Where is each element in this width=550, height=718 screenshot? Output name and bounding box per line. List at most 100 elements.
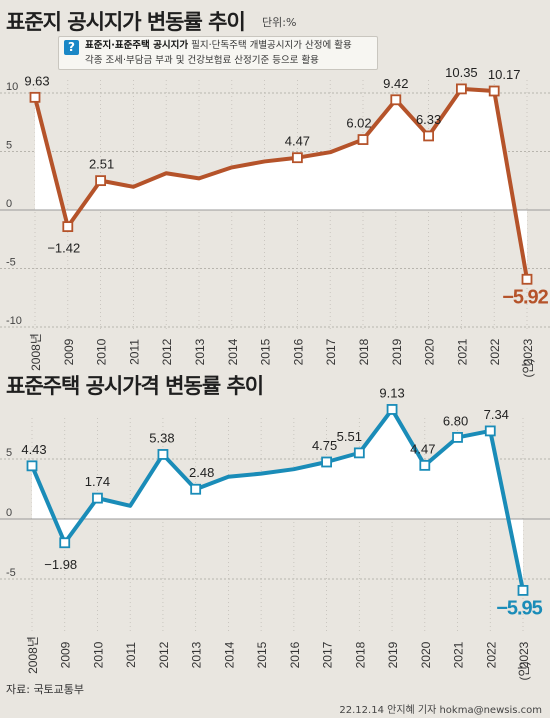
- data-marker: [423, 130, 435, 142]
- data-label: 4.47: [410, 441, 435, 456]
- area-fill: [35, 88, 527, 280]
- x-tick-label: 2021: [455, 338, 469, 365]
- y-tick-label: -10: [6, 315, 22, 327]
- data-label: 7.34: [484, 407, 509, 422]
- note-line-2: 각종 조세·부담금 부과 및 건강보험료 산정기준 등으로 활용: [85, 55, 319, 66]
- x-tick-label: 2012: [157, 641, 171, 668]
- x-tick-label: 2009: [62, 338, 76, 365]
- data-label: 6.80: [443, 413, 468, 428]
- data-marker: [190, 483, 202, 495]
- x-tick-label: 2020: [423, 338, 437, 365]
- credit-text: 22.12.14 안지혜 기자 hokma@newsis.com: [339, 705, 542, 716]
- data-label: 4.43: [21, 442, 46, 457]
- data-label: 2.51: [89, 157, 114, 172]
- x-tick-sublabel: (안): [517, 661, 531, 680]
- data-marker: [291, 152, 303, 164]
- x-tick-label: 2008년: [26, 636, 40, 674]
- data-marker: [390, 94, 402, 106]
- unit-label: 단위:%: [262, 16, 297, 29]
- data-label: 9.42: [383, 76, 408, 91]
- x-tick-label: 2013: [190, 641, 204, 668]
- x-tick-label: 2022: [488, 338, 502, 365]
- x-tick-label: 2018: [357, 338, 371, 365]
- x-tick-label: 2010: [95, 338, 109, 365]
- x-tick-label: 2012: [160, 338, 174, 365]
- data-label: −5.95: [496, 597, 542, 619]
- data-label: 4.75: [312, 438, 337, 453]
- data-label: 6.33: [416, 112, 441, 127]
- data-marker: [517, 585, 529, 596]
- data-marker: [321, 456, 333, 468]
- x-tick-label: 2018: [353, 641, 367, 668]
- y-tick-label: -5: [6, 257, 16, 269]
- x-tick-label: 2011: [124, 642, 138, 668]
- x-tick-label: 2019: [386, 641, 400, 668]
- data-marker: [92, 492, 103, 504]
- x-tick-label: 2014: [222, 641, 236, 668]
- data-label: 5.38: [149, 430, 174, 445]
- x-tick-label: 2011: [127, 339, 141, 365]
- data-marker: [26, 460, 38, 472]
- note-bold: 표준지·표준주택 공시지가: [85, 40, 189, 51]
- question-icon: ?: [64, 40, 79, 55]
- data-marker: [488, 85, 500, 97]
- data-label: 9.13: [379, 385, 404, 400]
- data-marker: [62, 221, 74, 233]
- x-tick-label: 2013: [193, 338, 207, 365]
- x-tick-label: 2021: [452, 641, 466, 668]
- x-tick-label: 2017: [321, 641, 335, 668]
- x-tick-label: 2020: [419, 641, 433, 668]
- data-marker: [386, 404, 398, 415]
- x-tick-label: 2014: [226, 338, 240, 365]
- data-marker: [353, 447, 365, 459]
- y-tick-label: 5: [6, 140, 12, 152]
- x-tick-label: 2008년: [29, 333, 43, 371]
- data-label: 10.35: [445, 65, 478, 80]
- y-tick-label: 0: [6, 198, 12, 210]
- data-marker: [59, 537, 71, 549]
- x-tick-label: 2019: [390, 338, 404, 365]
- data-label: 10.17: [488, 67, 521, 82]
- data-label: −1.98: [44, 557, 77, 572]
- y-tick-label: 0: [6, 507, 12, 519]
- data-label: 9.63: [24, 73, 49, 88]
- data-marker: [419, 459, 431, 471]
- y-tick-label: 10: [6, 81, 18, 93]
- data-marker: [452, 431, 463, 443]
- x-tick-sublabel: (안): [521, 358, 535, 377]
- x-tick-label: 2016: [291, 338, 305, 365]
- data-label: 6.02: [346, 116, 371, 131]
- y-tick-label: 5: [6, 447, 12, 459]
- x-tick-label: 2015: [259, 338, 273, 365]
- chart-1: 10 5 0 -5 -10 9.63 −1.42 2.51 4.47 6.02 9.42 6.33 10…: [0, 65, 550, 378]
- chart-1-title: 표준지 공시지가 변동률 추이: [6, 10, 246, 34]
- data-marker: [95, 175, 106, 187]
- y-tick-label: -5: [6, 567, 16, 579]
- x-tick-label: 2010: [91, 641, 105, 668]
- data-label: 4.47: [285, 134, 310, 149]
- source-text: 자료: 국토교통부: [6, 683, 85, 696]
- data-label: −1.42: [47, 241, 80, 256]
- data-label: 5.51: [337, 429, 362, 444]
- chart-2-title: 표준주택 공시가격 변동률 추이: [6, 374, 264, 398]
- data-marker: [357, 134, 369, 145]
- data-marker: [455, 83, 467, 95]
- chart-2: 5 0 -5 4.43 −1.98 1.74 5.38 2.48 4.755.51 9.13 4.4…: [0, 385, 550, 681]
- data-marker: [157, 449, 169, 460]
- x-tick-label: 2009: [59, 641, 73, 668]
- data-marker: [484, 425, 496, 437]
- series-line: [33, 86, 529, 280]
- info-note: ? 표준지·표준주택 공시지가 필지·단독주택 개별공시지가 산정에 활용 각종…: [58, 36, 378, 70]
- area-fill: [32, 409, 523, 591]
- x-tick-label: 2022: [484, 641, 498, 668]
- x-tick-label: 2023: [521, 338, 535, 365]
- x-tick-label: 2015: [255, 641, 269, 668]
- note-line-1: 필지·단독주택 개별공시지가 산정에 활용: [191, 40, 352, 51]
- data-label: 2.48: [189, 465, 214, 480]
- data-marker: [29, 91, 41, 103]
- x-tick-label: 2017: [324, 338, 338, 365]
- x-tick-label: 2023: [517, 641, 531, 668]
- series-line: [30, 407, 525, 591]
- data-label: −5.92: [502, 286, 548, 308]
